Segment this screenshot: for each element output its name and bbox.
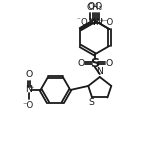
Text: O: O [77,59,85,68]
Text: S: S [88,98,94,107]
Text: +: + [30,85,34,90]
Text: +: + [100,18,104,23]
Text: O: O [88,2,95,11]
Text: S: S [90,57,99,70]
Text: ⁻O: ⁻O [102,18,114,27]
Text: O: O [105,59,112,68]
Text: N: N [96,67,103,76]
Text: O: O [81,18,87,27]
Text: +: + [93,18,97,23]
Text: O: O [95,2,102,11]
Text: O: O [25,70,32,79]
Text: ⁻O: ⁻O [22,101,33,110]
Text: N: N [88,18,95,27]
Text: N: N [25,85,32,94]
Text: N: N [95,18,102,27]
Text: CH₃: CH₃ [87,3,103,12]
Text: ⁻: ⁻ [77,18,80,24]
